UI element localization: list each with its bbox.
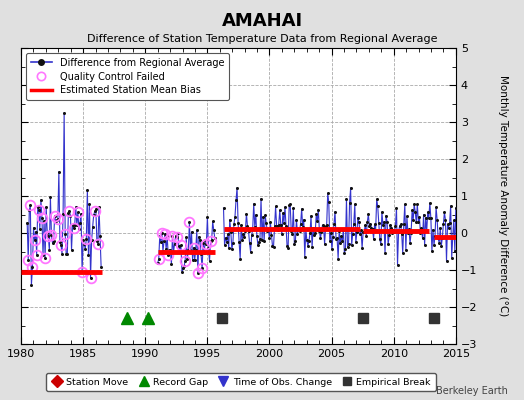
Text: Difference of Station Temperature Data from Regional Average: Difference of Station Temperature Data f… xyxy=(87,34,437,44)
Y-axis label: Monthly Temperature Anomaly Difference (°C): Monthly Temperature Anomaly Difference (… xyxy=(498,75,508,317)
Legend: Difference from Regional Average, Quality Control Failed, Estimated Station Mean: Difference from Regional Average, Qualit… xyxy=(26,53,229,100)
Text: AMAHAI: AMAHAI xyxy=(222,12,302,30)
Legend: Station Move, Record Gap, Time of Obs. Change, Empirical Break: Station Move, Record Gap, Time of Obs. C… xyxy=(47,373,435,391)
Text: Berkeley Earth: Berkeley Earth xyxy=(436,386,508,396)
